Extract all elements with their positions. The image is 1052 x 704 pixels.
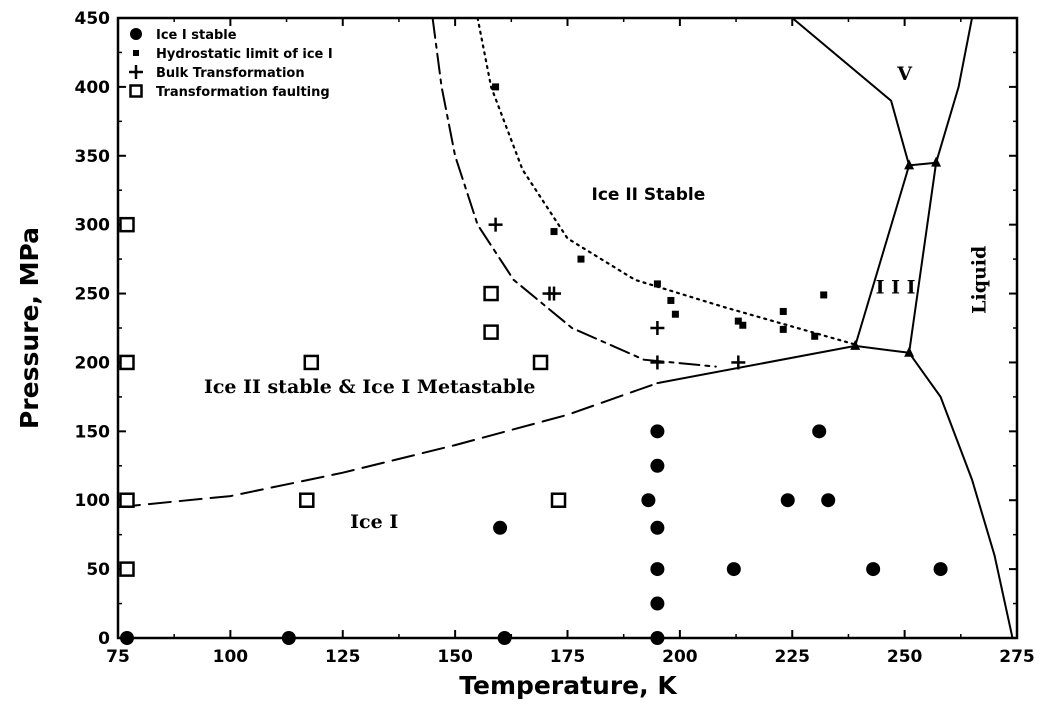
filled-circle-point bbox=[650, 458, 665, 473]
x-tick-label: 125 bbox=[325, 647, 361, 667]
open-square-point bbox=[303, 354, 320, 371]
y-tick-label: 0 bbox=[98, 629, 110, 649]
open-square-point bbox=[119, 561, 135, 577]
filled-circle-point bbox=[650, 631, 665, 645]
plus-point-legend bbox=[129, 65, 143, 79]
y-tick-label: 300 bbox=[75, 216, 111, 236]
y-axis-title: Pressure, MPa bbox=[15, 227, 44, 429]
plus-point bbox=[650, 321, 665, 335]
phase-boundary-solid bbox=[854, 164, 911, 347]
y-tick-label: 150 bbox=[75, 422, 111, 442]
filled-circle-point bbox=[866, 562, 881, 577]
phase-boundary-solid bbox=[908, 351, 1014, 638]
triple-point-marker bbox=[931, 156, 942, 167]
filled-circle-point bbox=[281, 631, 296, 645]
plus-point bbox=[547, 286, 562, 301]
y-tick-label: 250 bbox=[75, 285, 111, 305]
triple-point-marker bbox=[850, 339, 861, 350]
y-tick-label: 400 bbox=[75, 78, 111, 98]
x-tick-label: 225 bbox=[775, 647, 811, 667]
x-tick-label: 275 bbox=[999, 647, 1035, 667]
filled-circle-point bbox=[119, 631, 134, 645]
region-label: Ice II stable & Ice I Metastable bbox=[204, 376, 536, 398]
region-label: Ice II Stable bbox=[592, 185, 706, 205]
small-square-point bbox=[492, 83, 500, 91]
phase-boundary-solid bbox=[935, 18, 973, 164]
small-square-point-legend bbox=[133, 50, 139, 56]
small-square-point bbox=[550, 228, 558, 236]
filled-circle-point bbox=[497, 631, 512, 645]
legend-label: Hydrostatic limit of ice I bbox=[156, 47, 333, 62]
filled-circle-point bbox=[650, 596, 665, 611]
open-square-point bbox=[119, 216, 135, 233]
filled-circle-point bbox=[641, 493, 656, 508]
legend: Ice I stable Hydrostatic limit of ice I Bu… bbox=[129, 28, 333, 100]
filled-circle-point-legend bbox=[130, 28, 142, 40]
small-square-point bbox=[734, 317, 742, 325]
plot-area: 75 100 125 150 175 200 225 250 275 0 50 100 150 200 25… bbox=[75, 9, 1035, 667]
legend-label: Transformation faulting bbox=[156, 85, 330, 100]
plus-point bbox=[488, 217, 503, 232]
legend-label: Ice I stable bbox=[156, 28, 237, 43]
small-square-point bbox=[577, 255, 585, 263]
small-square-point bbox=[779, 307, 787, 315]
filled-circle-point bbox=[812, 424, 827, 439]
triple-point-marker bbox=[904, 346, 915, 357]
x-tick-label: 200 bbox=[662, 647, 698, 667]
phase-boundary-solid bbox=[908, 161, 938, 354]
plus-point bbox=[731, 355, 746, 370]
plus-point bbox=[650, 355, 665, 370]
filled-circle-point bbox=[650, 562, 665, 577]
filled-circle-point bbox=[933, 562, 948, 577]
y-tick-label: 100 bbox=[75, 491, 111, 511]
filled-circle-point bbox=[821, 493, 836, 508]
x-tick-label: 150 bbox=[437, 647, 473, 667]
phase-boundary-dotted bbox=[476, 18, 857, 346]
y-tick-label: 350 bbox=[75, 147, 111, 167]
plot-frame bbox=[116, 16, 1019, 640]
open-square-point bbox=[532, 354, 549, 371]
open-square-point bbox=[550, 492, 567, 508]
phase-boundary-dashed bbox=[118, 382, 659, 509]
small-square-point bbox=[739, 321, 747, 329]
filled-circle-point bbox=[780, 493, 795, 508]
filled-circle-point bbox=[650, 520, 665, 535]
phase-boundary-dash-dot bbox=[431, 18, 717, 368]
x-tick-label: 100 bbox=[213, 647, 249, 667]
region-label: Liquid bbox=[969, 246, 991, 314]
small-square-point bbox=[653, 280, 661, 288]
small-square-point bbox=[671, 310, 679, 318]
legend-label: Bulk Transformation bbox=[156, 66, 305, 81]
region-label: Ice I bbox=[350, 511, 398, 533]
y-tick-label: 200 bbox=[75, 353, 111, 373]
open-square-point bbox=[119, 492, 135, 508]
small-square-point bbox=[820, 291, 828, 299]
y-tick-label: 50 bbox=[86, 560, 110, 580]
open-square-point bbox=[483, 324, 499, 340]
region-label: I I I bbox=[876, 277, 916, 299]
phase-boundary-solid bbox=[908, 161, 938, 167]
open-square-point bbox=[119, 354, 135, 371]
open-square-point bbox=[299, 492, 315, 508]
x-axis-title: Temperature, K bbox=[459, 671, 678, 700]
y-tick-label: 450 bbox=[75, 9, 111, 29]
x-tick-label: 75 bbox=[106, 647, 130, 667]
filled-circle-point bbox=[493, 520, 508, 535]
filled-circle-point bbox=[650, 424, 665, 439]
small-square-point bbox=[811, 332, 819, 340]
open-square-point-legend bbox=[129, 84, 143, 98]
x-tick-label: 175 bbox=[550, 647, 586, 667]
small-square-point bbox=[779, 325, 787, 333]
phase-boundary-solid bbox=[791, 18, 911, 167]
region-label: V bbox=[896, 63, 913, 85]
triple-point-marker bbox=[904, 159, 915, 170]
filled-circle-point bbox=[726, 562, 741, 577]
open-square-point bbox=[483, 285, 499, 302]
x-tick-label: 250 bbox=[887, 647, 923, 667]
small-square-point bbox=[667, 296, 675, 304]
